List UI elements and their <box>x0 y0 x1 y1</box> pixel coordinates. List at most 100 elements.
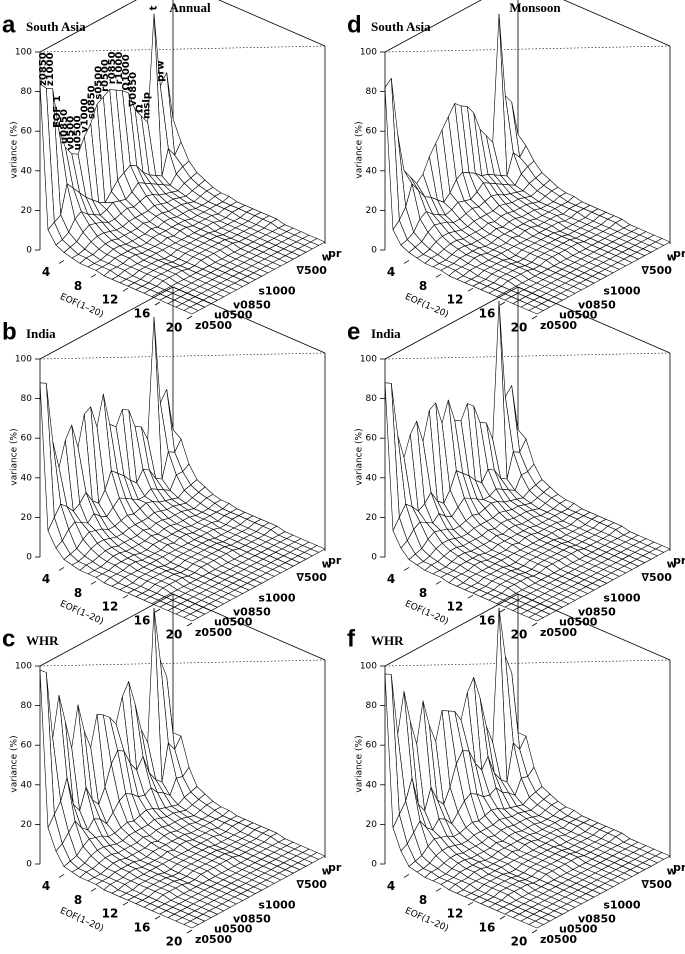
x-tick <box>154 915 161 920</box>
panel-label: b <box>2 318 17 345</box>
category-label: ∇500 <box>641 264 672 277</box>
panel-label: e <box>347 318 360 345</box>
z-tick-label: 80 <box>366 394 378 404</box>
z-tick-label: 100 <box>15 662 32 672</box>
category-label: u0500 <box>559 616 598 629</box>
x-tick-label: 8 <box>74 893 82 907</box>
category-label: ∇500 <box>641 878 672 891</box>
z-axis-title: variance (%) <box>10 428 20 485</box>
x-tick <box>186 929 193 934</box>
x-tick <box>467 901 474 906</box>
x-tick <box>122 287 129 292</box>
x-tick-label: 4 <box>387 572 395 586</box>
category-label: s1000 <box>603 285 641 298</box>
z-tick-label: 100 <box>15 48 32 58</box>
category-label: pr <box>328 554 342 567</box>
category-label: v0850 <box>233 298 271 311</box>
category-label: z0500 <box>540 626 577 639</box>
x-tick-label: 8 <box>419 586 427 600</box>
z-axis-title: variance (%) <box>355 121 365 178</box>
z-tick-label: 100 <box>360 355 377 365</box>
box-edge <box>517 286 671 354</box>
panel-title: India <box>371 326 401 341</box>
surface-cell <box>528 306 544 315</box>
z-tick-label: 100 <box>360 662 377 672</box>
x-tick-label: 20 <box>511 935 528 949</box>
category-label: v0850 <box>233 605 271 618</box>
z-tick-label: 0 <box>26 860 32 870</box>
x-tick <box>186 622 193 627</box>
z-tick-label: 60 <box>21 127 33 137</box>
x-tick <box>435 273 442 278</box>
z-tick-label: 80 <box>21 87 33 97</box>
category-label: ∇500 <box>296 878 327 891</box>
z-tick-label: 60 <box>21 741 33 751</box>
annotation: r0500 <box>100 59 111 92</box>
x-axis-title: EOF(1–20) <box>403 906 450 934</box>
category-label: pr <box>673 247 685 260</box>
panel-label: c <box>2 625 15 652</box>
x-tick <box>499 608 506 613</box>
x-tick <box>58 260 65 264</box>
category-label: v0850 <box>578 298 616 311</box>
panel-title: South Asia <box>371 19 431 34</box>
z-tick-label: 40 <box>366 780 378 790</box>
z-tick-label: 20 <box>366 820 378 830</box>
category-label: u0500 <box>559 309 598 322</box>
z-tick-label: 80 <box>21 701 33 711</box>
panel-label: f <box>347 625 356 652</box>
z-tick-label: 60 <box>366 434 378 444</box>
category-label: z0500 <box>195 933 232 946</box>
x-axis-title: EOF(1–20) <box>58 906 105 934</box>
panel-title: South Asia <box>26 19 86 34</box>
category-label: ∇500 <box>296 571 327 584</box>
x-tick-label: 20 <box>511 321 528 335</box>
category-label: w <box>322 864 332 877</box>
annotation: mslp <box>142 92 153 119</box>
x-tick-label: 20 <box>166 628 183 642</box>
category-label: u0500 <box>214 309 253 322</box>
box-edge <box>39 0 137 53</box>
x-tick-label: 4 <box>42 879 50 893</box>
annotation: s0500 <box>93 66 104 100</box>
x-tick-label: 16 <box>134 307 151 321</box>
annotation: v1000 <box>80 98 91 132</box>
category-label: s1000 <box>603 899 641 912</box>
column-title: Monsoon <box>509 0 561 15</box>
annotation: t <box>148 5 159 10</box>
x-tick <box>58 874 65 878</box>
z-tick-label: 80 <box>21 394 33 404</box>
annotation: Ω <box>135 104 146 113</box>
box-edge <box>384 286 519 360</box>
box-edge <box>39 352 326 360</box>
box-edge <box>39 286 174 360</box>
category-label: ∇500 <box>296 264 327 277</box>
x-tick-label: 12 <box>102 600 119 614</box>
annotation: Ω1000 <box>121 54 132 90</box>
category-label: pr <box>328 247 342 260</box>
x-tick <box>58 567 65 571</box>
x-tick-label: 8 <box>419 893 427 907</box>
x-tick <box>531 622 538 627</box>
box-edge <box>384 659 671 667</box>
category-label: u0500 <box>214 616 253 629</box>
x-tick-label: 8 <box>419 279 427 293</box>
z-tick-label: 20 <box>366 206 378 216</box>
annotation: z0850 <box>38 52 49 86</box>
box-edge <box>172 286 326 354</box>
x-tick <box>531 315 538 320</box>
annotation: EOF 1 <box>52 95 63 128</box>
x-tick-label: 20 <box>511 628 528 642</box>
x-tick <box>186 315 193 320</box>
z-tick-label: 100 <box>360 48 377 58</box>
z-tick-label: 60 <box>21 434 33 444</box>
surface-cell <box>528 920 544 929</box>
x-tick-label: 8 <box>74 279 82 293</box>
category-label: w <box>667 250 677 263</box>
z-tick-label: 0 <box>371 246 377 256</box>
annotation: u0850 <box>59 109 70 144</box>
